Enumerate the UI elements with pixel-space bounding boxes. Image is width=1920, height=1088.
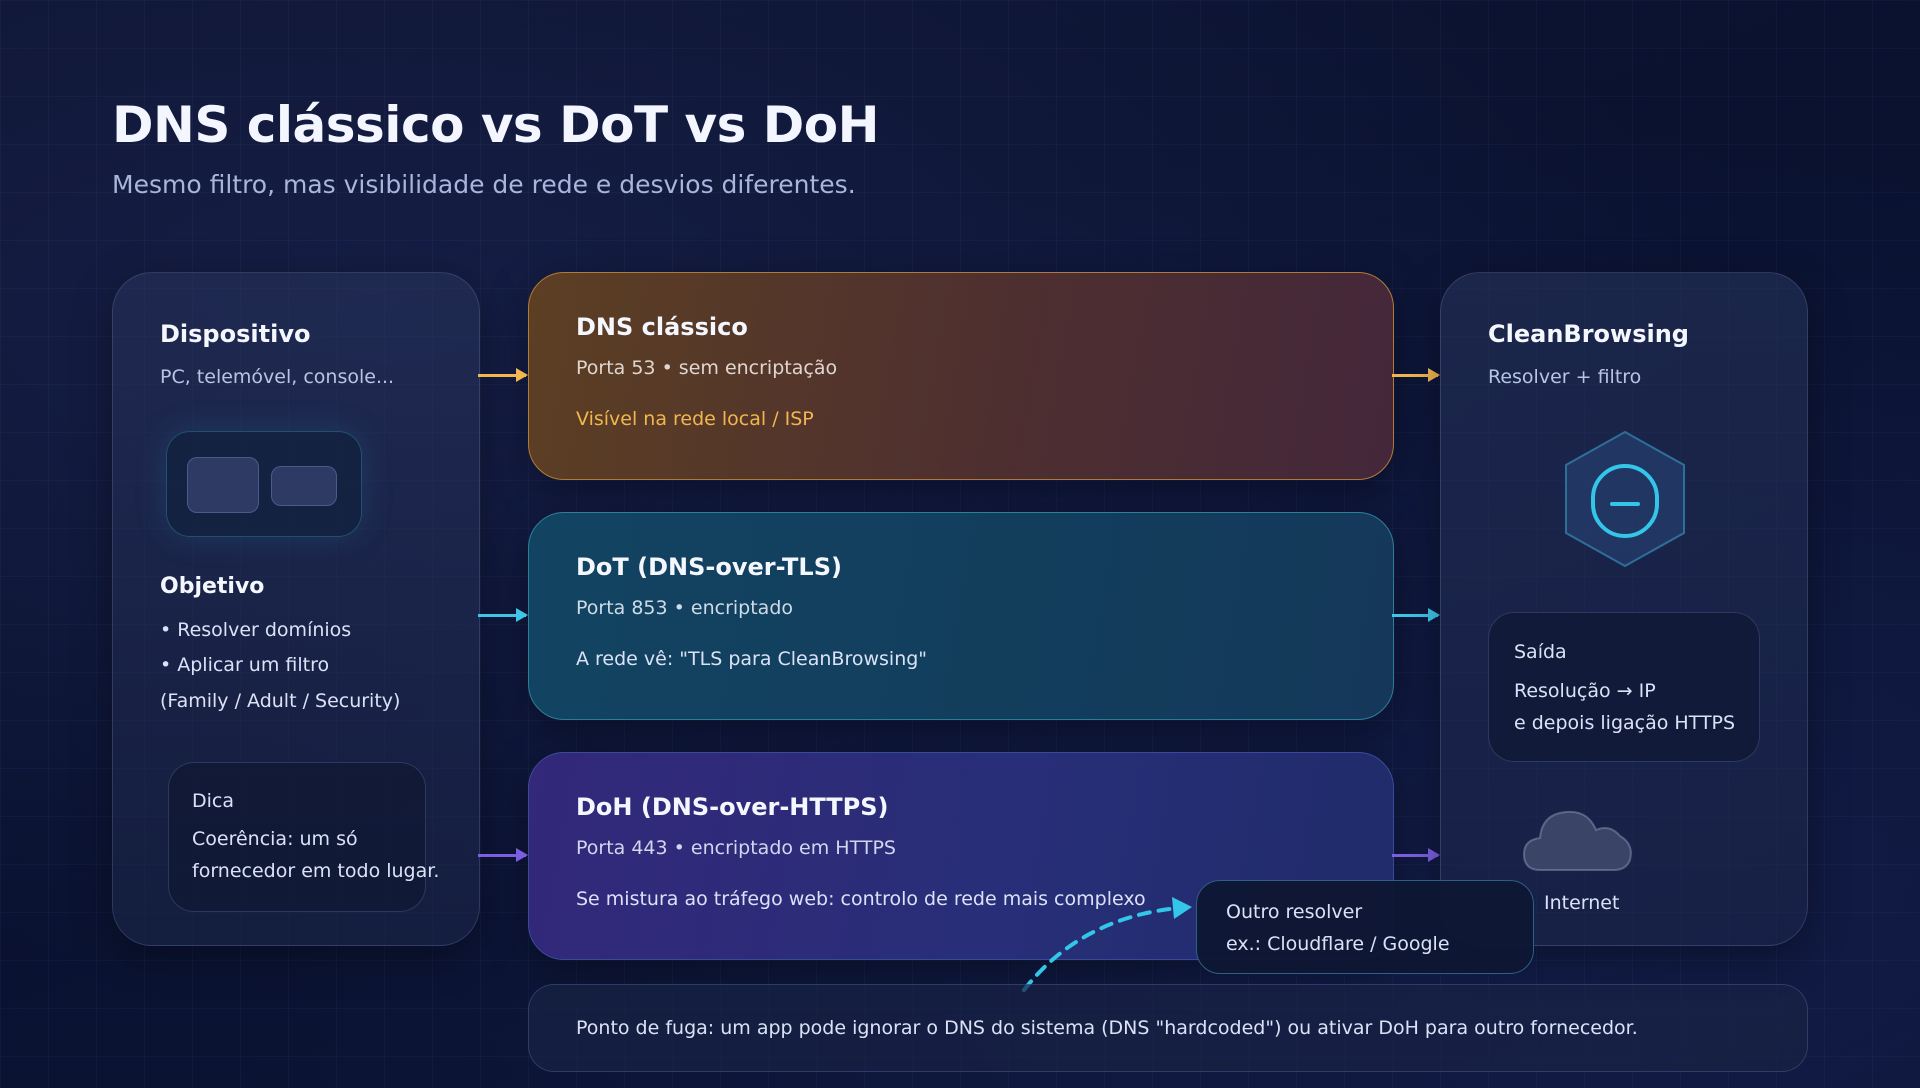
tip-title: Dica <box>192 790 234 812</box>
arrow-device-to-doh <box>478 848 528 862</box>
page-subtitle: Mesmo filtro, mas visibilidade de rede e… <box>112 170 856 199</box>
tip-line: Coerência: um só <box>192 828 358 850</box>
lane-note: A rede vê: "TLS para CleanBrowsing" <box>576 648 928 670</box>
lane-title: DoT (DNS-over-TLS) <box>576 553 842 581</box>
lane-port: Porta 853 • encriptado <box>576 597 794 619</box>
resolver-title: CleanBrowsing <box>1488 320 1689 348</box>
output-line: e depois ligação HTTPS <box>1514 712 1736 734</box>
page-title: DNS clássico vs DoT vs DoH <box>112 96 879 154</box>
lane-title: DoH (DNS-over-HTTPS) <box>576 793 889 821</box>
cloud-icon <box>1522 810 1632 871</box>
footer-text: Ponto de fuga: um app pode ignorar o DNS… <box>576 1017 1638 1039</box>
lane-note: Se mistura ao tráfego web: controlo de r… <box>576 888 1146 910</box>
arrow-classic-to-resolver <box>1392 368 1440 382</box>
lane-port: Porta 53 • sem encriptação <box>576 357 838 379</box>
output-line: Resolução → IP <box>1514 680 1656 702</box>
arrow-dot-to-resolver <box>1392 608 1440 622</box>
device-subtitle: PC, telemóvel, console... <box>160 366 395 388</box>
resolver-panel <box>1440 272 1808 946</box>
other-resolver-line: Outro resolver <box>1226 901 1363 923</box>
device-title: Dispositivo <box>160 320 311 348</box>
other-resolver-line: ex.: Cloudflare / Google <box>1226 933 1450 955</box>
footer-box <box>528 984 1808 1072</box>
lane-title: DNS clássico <box>576 313 748 341</box>
goal-title: Objetivo <box>160 574 265 599</box>
console-shape <box>271 466 337 506</box>
output-title: Saída <box>1514 641 1567 663</box>
arrow-device-to-dot <box>478 608 528 622</box>
tip-box <box>168 762 426 912</box>
other-resolver-box <box>1196 880 1534 974</box>
tip-line: fornecedor em todo lugar. <box>192 860 440 882</box>
shield-icon <box>1565 430 1685 568</box>
arrow-device-to-classic <box>478 368 528 382</box>
goal-item: • Resolver domínios <box>160 619 352 641</box>
lane-note: Visível na rede local / ISP <box>576 408 814 430</box>
bypass-dashed-arrow <box>1022 897 1192 992</box>
internet-label: Internet <box>1544 892 1620 914</box>
goal-item: • Aplicar um filtro <box>160 654 330 676</box>
output-box <box>1488 612 1760 762</box>
resolver-subtitle: Resolver + filtro <box>1488 366 1642 388</box>
arrow-doh-to-resolver <box>1392 848 1440 862</box>
goal-item: (Family / Adult / Security) <box>160 690 401 712</box>
lane-port: Porta 443 • encriptado em HTTPS <box>576 837 896 859</box>
lane-classic-dns <box>528 272 1394 480</box>
device-icon <box>166 431 362 537</box>
screen-shape <box>187 457 259 513</box>
lane-dot <box>528 512 1394 720</box>
